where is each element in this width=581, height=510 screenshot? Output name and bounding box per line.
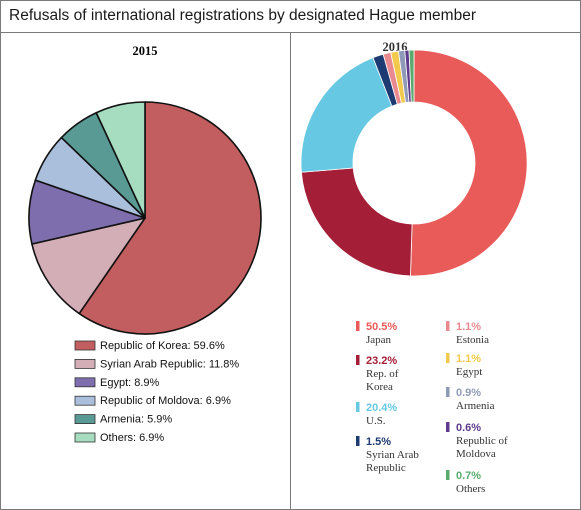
chart-title-2015: 2015 [133,44,158,58]
pie-slice-2015-0 [78,101,262,335]
legend-marker-2016-1 [356,355,360,365]
legend-pct-2016-4: 1.1% [456,321,481,333]
legend-name-2016-0-0: Japan [366,334,392,346]
legend-marker-2016-0 [356,321,360,331]
legend-pct-2016-5: 1.1% [456,353,481,365]
legend-name-2016-7-1: Moldova [456,448,496,460]
legend-label-2015-2: Egypt: 8.9% [100,377,160,389]
legend-marker-2016-7 [446,422,450,432]
legend-swatch-2015-4 [74,414,96,425]
figure-title: Refusals of international registrations … [9,7,476,24]
pie-slice-2015-1 [31,217,146,315]
legend-swatch-2015-1 [74,358,96,369]
legend-marker-2016-4 [446,321,450,331]
legend-pct-2016-6: 0.9% [456,387,481,399]
legend-name-2016-8-0: Others [456,483,485,495]
legend-swatch-2015-2 [74,377,96,388]
legend-swatch-2015-5 [74,432,96,443]
donut-slice-2016-1 [300,167,413,277]
legend-pct-2016-2: 20.4% [366,402,397,414]
legend-label-2015-4: Armenia: 5.9% [100,414,172,426]
legend-name-2016-2-0: U.S. [366,415,386,427]
pie-slice-2015-5 [95,101,146,219]
legend-pct-2016-8: 0.7% [456,470,481,482]
legend-pct-2016-0: 50.5% [366,321,397,333]
legend-label-2015-0: Republic of Korea: 59.6% [100,340,225,352]
legend-name-2016-5-0: Egypt [456,366,482,378]
donut-slice-2016-8 [408,49,415,103]
legend-label-2015-3: Republic of Moldova: 6.9% [100,395,231,407]
legend-name-2016-3-0: Syrian Arab [366,449,419,461]
legend-marker-2016-5 [446,353,450,363]
pie-chart-2015: 2015 Republic of Korea: 59.6% Syrian Arab … [28,44,262,444]
legend-name-2016-6-0: Armenia [456,400,495,412]
legend-pct-2016-7: 0.6% [456,422,481,434]
legend-swatch-2015-3 [74,395,96,406]
legend-label-2015-1: Syrian Arab Republic: 11.8% [100,358,239,370]
legend-name-2016-3-1: Republic [366,462,406,474]
legend-name-2016-1-1: Korea [366,381,393,393]
legend-name-2016-4-0: Estonia [456,334,489,346]
legend-marker-2016-2 [356,402,360,412]
legend-marker-2016-6 [446,387,450,397]
legend-pct-2016-1: 23.2% [366,355,397,367]
legend-marker-2016-3 [356,436,360,446]
legend-marker-2016-8 [446,470,450,480]
panel-divider [290,32,291,509]
legend-pct-2016-3: 1.5% [366,436,391,448]
donut-slice-2016-0 [410,49,528,277]
legend-name-2016-1-0: Rep. of [366,368,399,380]
legend-label-2015-5: Others: 6.9% [100,432,164,444]
legend-name-2016-7-0: Republic of [456,435,508,447]
legend-swatch-2015-0 [74,340,96,351]
donut-slice-2016-2 [300,57,393,173]
